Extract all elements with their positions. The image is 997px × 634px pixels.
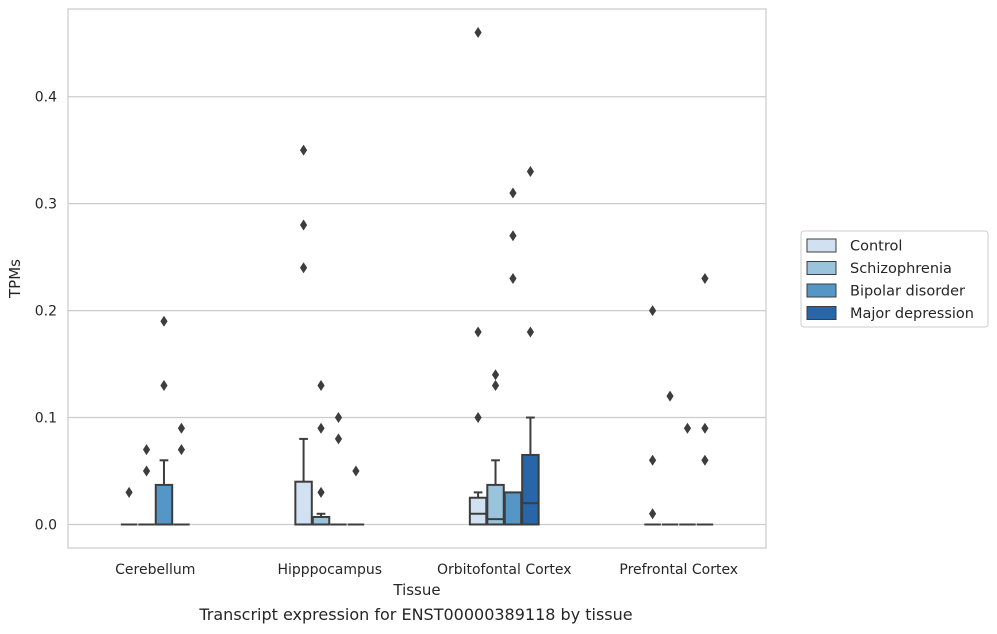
box-schizophrenia (138, 444, 155, 526)
figure-caption: Transcript expression for ENST0000038911… (199, 605, 633, 624)
outlier-point (509, 273, 517, 284)
x-axis-ticks: Cerebellum Hipppocampus Orbitofontal Corte… (115, 562, 738, 578)
outlier-point (177, 422, 186, 434)
x-tick-label: Cerebellum (115, 562, 195, 578)
box-major-depression (173, 422, 190, 526)
legend-entry: Bipolar disorder (850, 284, 965, 300)
legend-swatch (806, 261, 837, 275)
outlier-point (125, 486, 133, 498)
outlier-point (299, 144, 308, 156)
box-schizophrenia (486, 369, 505, 526)
y-tick-label: 0.4 (35, 90, 57, 106)
legend-swatch (806, 306, 837, 320)
outlier-point (648, 508, 657, 520)
box-control (468, 27, 488, 526)
outlier-point (160, 379, 168, 391)
outlier-point (491, 379, 500, 391)
outlier-point (491, 369, 500, 381)
x-tick-label: Prefrontal Cortex (619, 562, 738, 578)
outlier-point (526, 326, 535, 338)
outlier-point (683, 422, 692, 434)
outlier-point (142, 465, 151, 477)
outlier-point (509, 187, 517, 199)
y-axis-label: TPMs (6, 259, 24, 299)
box-bipolar-disorder (679, 422, 696, 526)
box-schizophrenia (661, 390, 679, 526)
outlier-point (648, 454, 657, 466)
outlier-point (334, 433, 343, 445)
legend: Control Schizophrenia Bipolar disorder Majo… (800, 230, 989, 328)
outlier-point (526, 166, 535, 178)
legend-entry: Major depression (850, 306, 974, 322)
outlier-point (509, 230, 517, 242)
box-series (120, 27, 714, 526)
x-tick-label: Hipppocampus (277, 562, 382, 578)
box-control (120, 486, 138, 526)
plot-area-frame (67, 8, 767, 549)
outlier-point (142, 444, 151, 456)
box-bipolar-disorder (154, 315, 174, 526)
legend-entry: Schizophrenia (850, 261, 952, 277)
box-control (644, 305, 661, 526)
outlier-point (352, 465, 360, 477)
outlier-point (334, 412, 343, 424)
box-bipolar-disorder (503, 187, 523, 526)
outlier-point (177, 444, 186, 456)
box-schizophrenia (311, 379, 331, 526)
outlier-point (160, 315, 168, 327)
outlier-point (648, 305, 657, 317)
outlier-point (299, 219, 308, 231)
outlier-point (666, 390, 674, 402)
outlier-point (701, 422, 709, 434)
legend-swatch (806, 283, 837, 298)
y-tick-label: 0.0 (35, 517, 57, 533)
legend-swatch (806, 238, 837, 253)
outlier-point (474, 412, 482, 424)
legend-frame (800, 230, 989, 328)
box-major-depression (696, 273, 714, 526)
outlier-point (701, 454, 709, 466)
box-bipolar-disorder (330, 412, 347, 526)
x-axis-label: Tissue (392, 581, 440, 599)
outlier-point (317, 486, 325, 498)
grid-lines (68, 96, 766, 526)
box-major-depression (347, 465, 365, 526)
y-tick-label: 0.1 (35, 411, 57, 427)
legend-entry: Control (850, 239, 902, 255)
outlier-point (474, 27, 482, 39)
outlier-point (317, 379, 325, 391)
x-tick-label: Orbitofontal Cortex (437, 562, 572, 578)
outlier-point (474, 326, 482, 338)
box-major-depression (521, 166, 540, 526)
outlier-point (701, 273, 709, 284)
outlier-point (317, 422, 325, 434)
y-tick-label: 0.2 (35, 304, 57, 320)
box-control (294, 144, 313, 526)
y-axis-ticks: 0.0 0.1 0.2 0.3 0.4 (35, 90, 57, 534)
outlier-point (299, 262, 308, 274)
y-tick-label: 0.3 (35, 197, 57, 213)
